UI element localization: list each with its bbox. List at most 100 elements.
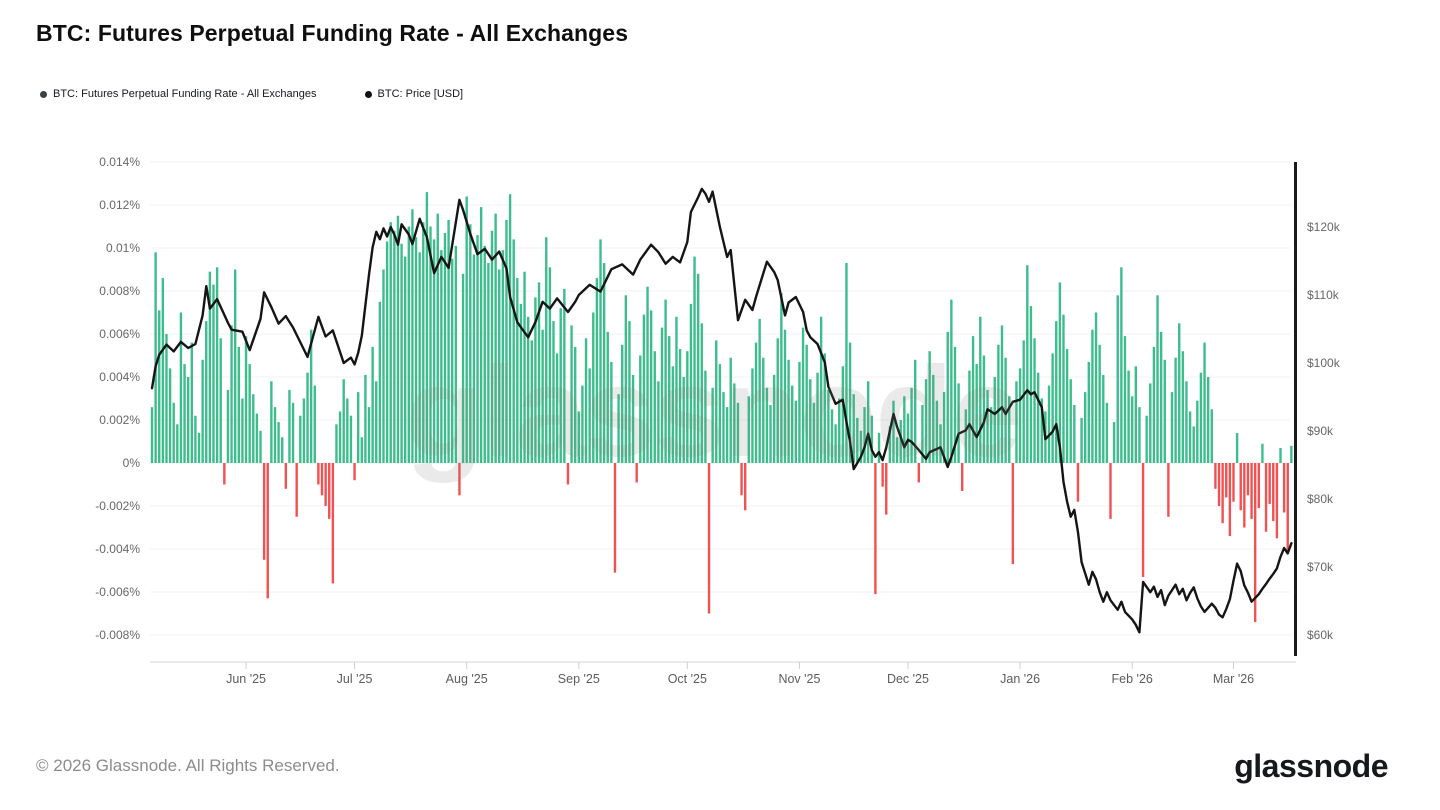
funding-rate-bar (1145, 415, 1148, 463)
funding-rate-bar (621, 344, 624, 464)
funding-rate-bar (1141, 463, 1145, 577)
left-axis-tick-label: 0.008% (99, 284, 140, 298)
funding-rate-bar (892, 400, 895, 463)
funding-rate-bar (910, 387, 913, 464)
funding-rate-bar (1094, 312, 1098, 463)
funding-rate-bar (313, 385, 316, 463)
right-axis-tick-label: $60k (1307, 628, 1334, 642)
funding-rate-bar (237, 346, 241, 463)
funding-rate-bar (903, 396, 906, 463)
funding-rate-bar (769, 405, 772, 463)
funding-rate-bar (215, 267, 219, 463)
funding-rate-bar (874, 463, 877, 595)
funding-rate-bar (523, 271, 526, 463)
funding-rate-bar (1225, 463, 1228, 498)
legend-dot-icon (364, 90, 372, 98)
funding-rate-bar (505, 220, 508, 463)
funding-rate-bar (649, 310, 653, 463)
chart-plot-area[interactable] (150, 154, 1296, 669)
funding-rate-bar (1055, 321, 1058, 463)
funding-rate-bar (1257, 463, 1260, 509)
funding-rate-bar (628, 321, 631, 463)
funding-rate-bar (1080, 417, 1083, 463)
funding-rate-bar (1235, 432, 1239, 463)
funding-rate-bar (411, 209, 414, 463)
funding-rate-bar (277, 422, 280, 463)
funding-rate-bar (230, 325, 233, 463)
funding-rate-bar (1156, 295, 1159, 463)
funding-rate-bar (1029, 306, 1033, 463)
funding-rate-bar (1221, 463, 1224, 524)
funding-rate-bar (483, 245, 486, 463)
funding-rate-bar (552, 321, 555, 463)
funding-rate-bar (1282, 463, 1286, 513)
funding-rate-bar (1000, 325, 1004, 463)
funding-rate-bar (1239, 463, 1242, 511)
funding-rate-bar (888, 426, 892, 463)
funding-rate-bar (541, 329, 544, 463)
funding-rate-bar (877, 432, 881, 463)
funding-rate-bar (1026, 265, 1029, 463)
funding-rate-bar (559, 308, 562, 463)
funding-rate-bar (780, 293, 783, 463)
funding-rate-bar (309, 329, 313, 463)
funding-rate-bar (1181, 351, 1185, 463)
funding-rate-bar (407, 226, 411, 463)
funding-rate-bar (870, 415, 873, 463)
legend-label: BTC: Futures Perpetual Funding Rate - Al… (53, 88, 317, 100)
funding-rate-bar (631, 374, 635, 463)
right-axis-line (1294, 162, 1298, 656)
funding-rate-bar (733, 383, 736, 463)
funding-rate-bar (403, 256, 407, 463)
funding-rate-bar (252, 394, 255, 463)
funding-rate-bar (1058, 282, 1062, 463)
funding-rate-bar (436, 213, 439, 463)
funding-rate-bar (479, 207, 483, 463)
funding-rate-bar (320, 463, 324, 496)
x-axis-tick-label: Nov '25 (778, 672, 821, 686)
funding-rate-bar (715, 340, 718, 463)
funding-rate-bar (194, 415, 197, 463)
funding-rate-bar (356, 392, 360, 463)
funding-rate-bar (635, 463, 638, 483)
funding-rate-bar (906, 413, 910, 463)
funding-rate-bar (537, 282, 541, 463)
funding-rate-bar (508, 194, 512, 463)
funding-rate-bar (935, 400, 939, 463)
funding-rate-bar (809, 379, 812, 463)
funding-rate-bar (1272, 463, 1275, 522)
funding-rate-bar (1268, 463, 1271, 504)
funding-rate-bar (592, 312, 595, 463)
funding-rate-bar (765, 387, 769, 464)
funding-rate-bar (1188, 411, 1192, 463)
funding-rate-bar (599, 239, 602, 463)
funding-rate-bar (664, 299, 667, 463)
funding-rate-bar (498, 269, 501, 463)
funding-rate-bar (1040, 398, 1043, 463)
funding-rate-bar (295, 463, 298, 517)
funding-rate-bar (255, 413, 259, 463)
funding-rate-bar (476, 235, 479, 463)
funding-rate-bar (899, 420, 902, 463)
legend-item-price[interactable]: BTC: Price [USD] (364, 88, 463, 100)
left-axis-tick-label: 0.006% (99, 327, 140, 341)
funding-rate-bar (447, 220, 450, 463)
legend-item-funding-rate[interactable]: BTC: Futures Perpetual Funding Rate - Al… (40, 88, 317, 100)
funding-rate-bar (606, 331, 609, 463)
funding-rate-bar (154, 252, 157, 463)
funding-rate-bar (577, 411, 581, 463)
funding-rate-bar (852, 394, 855, 463)
funding-rate-bar (244, 336, 248, 463)
funding-rate-bar (317, 463, 320, 485)
funding-rate-bar (501, 250, 505, 463)
right-axis-tick-label: $110k (1307, 288, 1339, 302)
funding-rate-bar (342, 379, 345, 463)
funding-rate-bar (921, 405, 924, 463)
funding-rate-bar (1149, 383, 1152, 463)
funding-rate-bar (1018, 368, 1022, 463)
funding-rate-bar (1279, 448, 1282, 463)
left-axis-tick-label: 0.012% (99, 198, 140, 212)
funding-rate-bar (827, 389, 830, 463)
funding-rate-bar (158, 310, 161, 463)
x-axis-tick-label: Jan '26 (1000, 672, 1041, 686)
